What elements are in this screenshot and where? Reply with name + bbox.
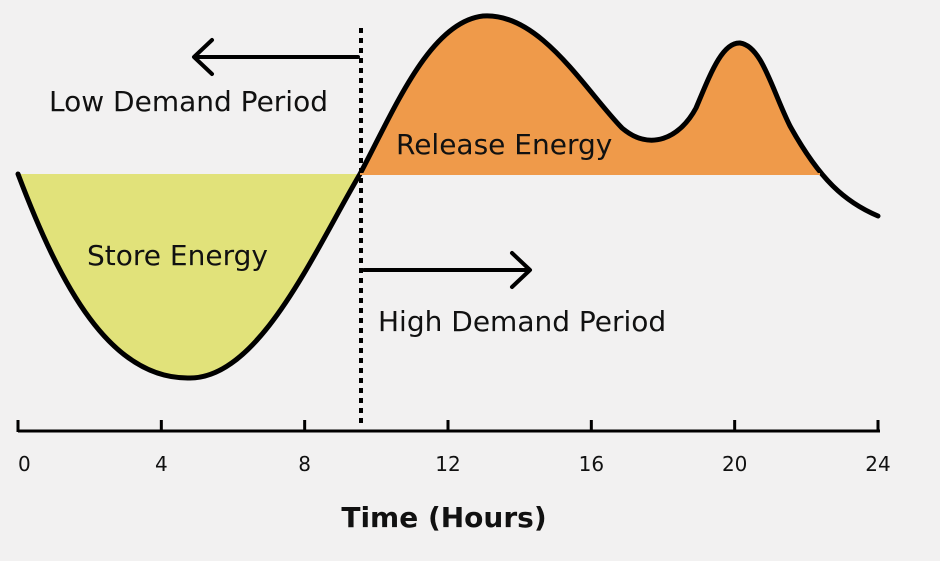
axis-tick-label: 12 xyxy=(435,452,460,476)
low-demand-label: Low Demand Period xyxy=(49,85,328,118)
axis-tick-label: 8 xyxy=(298,452,311,476)
axis-title: Time (Hours) xyxy=(341,501,546,534)
store-energy-label: Store Energy xyxy=(87,239,268,272)
axis-tick-label: 20 xyxy=(722,452,747,476)
demand-curve xyxy=(15,13,881,381)
release-energy-region xyxy=(360,15,820,175)
release-energy-label: Release Energy xyxy=(396,128,612,161)
axis-tick-label: 0 xyxy=(18,452,31,476)
low-demand-arrow xyxy=(192,38,360,76)
axis-tick-label: 24 xyxy=(865,452,890,476)
axis-tick-label: 16 xyxy=(579,452,604,476)
high-demand-label: High Demand Period xyxy=(378,305,666,338)
axis-ticks: 0 4 8 12 16 20 24 xyxy=(16,420,891,476)
store-energy-region xyxy=(18,174,360,379)
axis-tick-label: 4 xyxy=(155,452,168,476)
high-demand-arrow xyxy=(362,251,532,289)
